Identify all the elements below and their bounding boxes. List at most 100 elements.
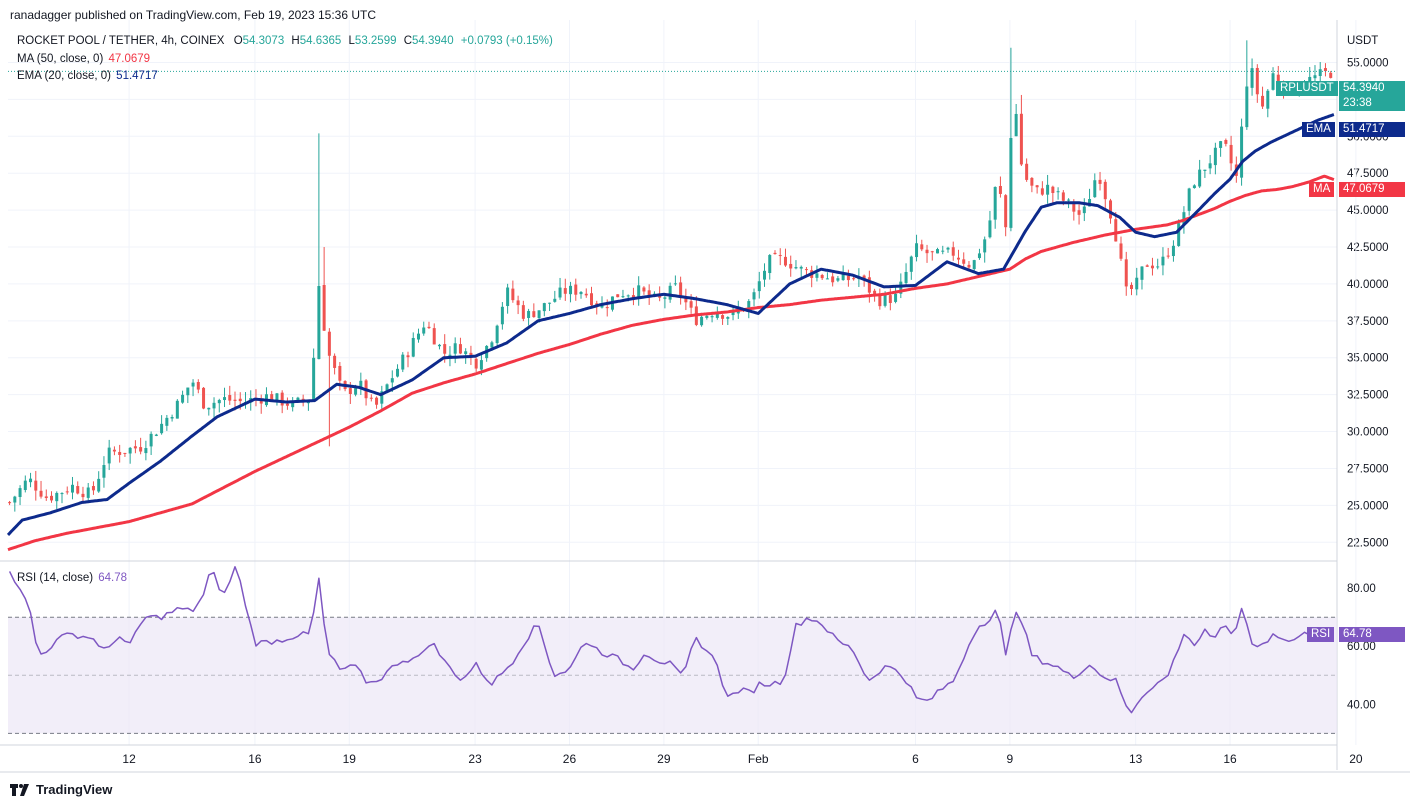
candle-body [983,239,987,253]
candle-body [406,355,410,358]
rsi-legend-label: RSI (14, close) [17,572,94,584]
price-tick-label: 25.0000 [1347,500,1389,512]
candle-body [228,395,232,401]
symbol-price-tag: RPLUSDT [1276,81,1338,96]
candle-body [1140,266,1144,280]
candle-body [794,267,798,269]
candle-body [799,266,803,269]
candle-body [1145,265,1149,267]
candle-body [700,316,704,326]
candle-body [437,344,441,347]
candle-body [154,434,158,436]
candle-body [139,447,143,452]
candle-body [925,249,929,254]
candle-body [590,293,594,306]
candle-body [1187,188,1191,211]
candle-body [532,311,536,318]
candle-body [212,402,216,409]
high-label: H [291,35,300,47]
rsi-tick-label: 40.00 [1347,699,1376,711]
candle-body [1250,68,1254,88]
brand-footer[interactable]: TradingView [10,782,112,797]
time-tick-label: 6 [912,752,919,766]
bar-countdown: 23:38 [1343,97,1372,109]
candle-body [1198,169,1202,187]
candle-body [569,285,573,295]
time-tick-label: 13 [1129,752,1143,766]
candle-body [133,446,137,449]
close-label: C [403,35,413,47]
candle-body [909,256,913,272]
close-value: 54.3940 [412,35,454,47]
candle-body [1088,199,1092,207]
candle-body [1114,219,1118,242]
rsi-legend: RSI (14, close) 64.78 [17,572,127,584]
candle-body [55,492,59,502]
candle-body [579,291,583,295]
symbol-tag-label: RPLUSDT [1280,82,1334,94]
candle-body [1177,223,1181,246]
candle-body [873,290,877,294]
candle-body [679,282,683,297]
candle-body [401,354,405,370]
open-value: 54.3073 [242,35,285,47]
candle-body [453,343,457,354]
candle-body [862,275,866,280]
candle-body [941,250,945,252]
candle-body [348,388,352,395]
last-price-value: 54.3940 [1343,82,1385,94]
candle-body [238,398,242,402]
candle-body [773,252,777,255]
candle-body [993,186,997,220]
ema-legend-label: EMA (20, close, 0) [17,70,111,82]
price-tick-label: 32.5000 [1347,390,1389,402]
candle-body [1240,126,1244,178]
candle-body [642,287,646,292]
candle-body [149,433,153,447]
candle-body [778,255,782,257]
candle-body [70,484,74,493]
candle-body [930,251,934,253]
candle-body [317,286,321,360]
rsi-tag-name: RSI [1307,627,1335,642]
candle-body [637,285,641,299]
candle-body [878,294,882,307]
price-tick-label: 42.5000 [1347,242,1389,254]
candle-body [825,278,829,280]
price-tick-label: 55.0000 [1347,57,1389,69]
candle-body [867,277,871,293]
ema-legend-value: 51.4717 [116,70,158,82]
candle-body [705,315,709,318]
ma50-line [7,174,1335,552]
candle-body [977,253,981,259]
ema-tag-value: 51.4717 [1339,122,1405,137]
candle-body [1313,75,1317,79]
candle-body [1040,188,1044,195]
ma-legend: MA (50, close, 0) 47.0679 [17,53,150,65]
candle-body [1308,76,1312,85]
candle-body [747,301,751,311]
time-tick-label: 16 [248,752,262,766]
candle-body [1156,266,1160,268]
candle-body [202,387,206,409]
candle-body [44,496,48,499]
candle-body [894,293,898,302]
candle-body [668,285,672,300]
candle-body [563,288,567,294]
candle-body [553,298,557,302]
candle-body [710,316,714,318]
candle-body [768,255,772,274]
rsi-tick-label: 60.00 [1347,641,1376,653]
candle-body [416,333,420,340]
ema-legend: EMA (20, close, 0) 51.4717 [17,70,158,82]
candle-body [458,344,462,354]
candle-body [1271,73,1275,90]
candle-body [1051,186,1055,193]
candle-body [50,495,54,501]
candle-body [574,284,578,295]
candle-body [537,310,541,319]
candle-body [375,397,379,405]
candle-body [684,297,688,303]
candle-body [217,400,221,404]
